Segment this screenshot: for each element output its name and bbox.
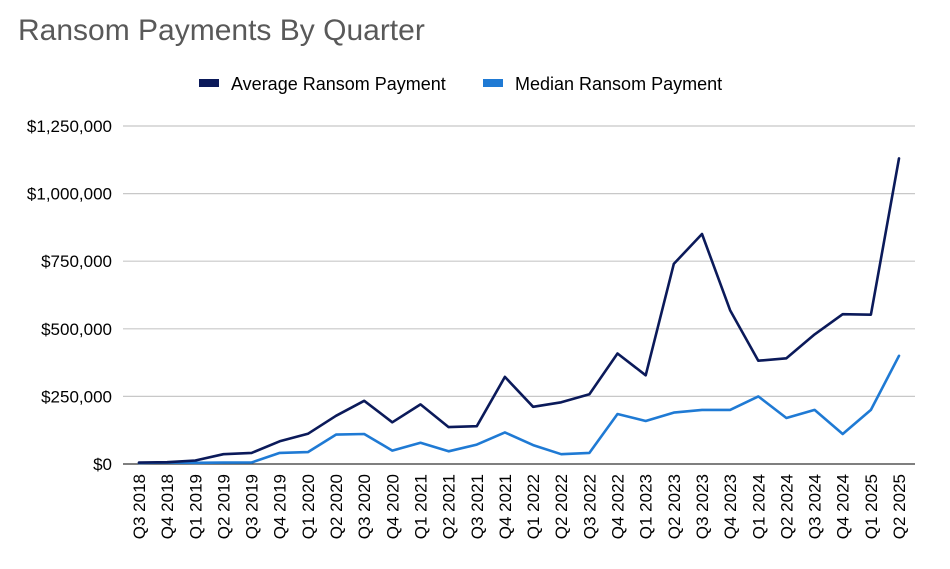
x-tick-label: Q2 2024: [777, 474, 796, 539]
x-tick-label: Q3 2024: [806, 474, 825, 539]
y-tick-label: $1,000,000: [27, 185, 112, 204]
x-tick-label: Q2 2019: [214, 474, 233, 539]
x-tick-label: Q4 2021: [496, 474, 515, 539]
chart-title: Ransom Payments By Quarter: [18, 14, 425, 47]
x-tick-label: Q4 2020: [383, 474, 402, 539]
x-tick-label: Q1 2019: [186, 474, 205, 539]
x-tick-label: Q1 2022: [524, 474, 543, 539]
legend-label-2: Median Ransom Payment: [515, 74, 722, 94]
x-tick-label: Q1 2023: [637, 474, 656, 539]
y-axis: $0 $250,000 $500,000 $750,000 $1,000,000 $1,2…: [27, 117, 112, 474]
x-axis: Q3 2018 Q4 2018 Q1 2019 Q2 2019 Q3 2019 Q4 20…: [130, 474, 909, 539]
x-tick-label: Q1 2021: [411, 474, 430, 539]
x-tick-label: Q3 2021: [468, 474, 487, 539]
y-tick-label: $750,000: [41, 252, 112, 271]
x-tick-label: Q2 2020: [327, 474, 346, 539]
series-line-median: [137, 354, 901, 465]
x-tick-label: Q3 2019: [243, 474, 262, 539]
x-tick-label: Q3 2022: [580, 474, 599, 539]
y-tick-label: $0: [93, 455, 112, 474]
y-tick-label: $1,250,000: [27, 117, 112, 136]
legend-swatch-2: [483, 79, 503, 87]
x-tick-label: Q4 2019: [271, 474, 290, 539]
x-tick-label: Q3 2018: [130, 474, 149, 539]
y-tick-label: $250,000: [41, 387, 112, 406]
x-tick-label: Q3 2023: [693, 474, 712, 539]
legend: Average Ransom Payment Median Ransom Paym…: [199, 74, 722, 94]
x-tick-label: Q2 2023: [665, 474, 684, 539]
x-tick-label: Q4 2023: [721, 474, 740, 539]
legend-label-1: Average Ransom Payment: [231, 74, 446, 94]
x-tick-label: Q2 2021: [440, 474, 459, 539]
x-tick-label: Q4 2018: [158, 474, 177, 539]
x-tick-label: Q2 2025: [890, 474, 909, 539]
x-tick-label: Q1 2020: [299, 474, 318, 539]
x-tick-label: Q4 2024: [834, 474, 853, 539]
x-tick-label: Q3 2020: [355, 474, 374, 539]
x-tick-label: Q1 2024: [749, 474, 768, 539]
y-tick-label: $500,000: [41, 320, 112, 339]
series-line-average: [137, 157, 901, 464]
x-tick-label: Q1 2025: [862, 474, 881, 539]
x-tick-label: Q2 2022: [552, 474, 571, 539]
legend-swatch-1: [199, 79, 219, 87]
x-tick-label: Q4 2022: [609, 474, 628, 539]
gridlines: [123, 125, 915, 465]
series-lines: [137, 157, 901, 465]
